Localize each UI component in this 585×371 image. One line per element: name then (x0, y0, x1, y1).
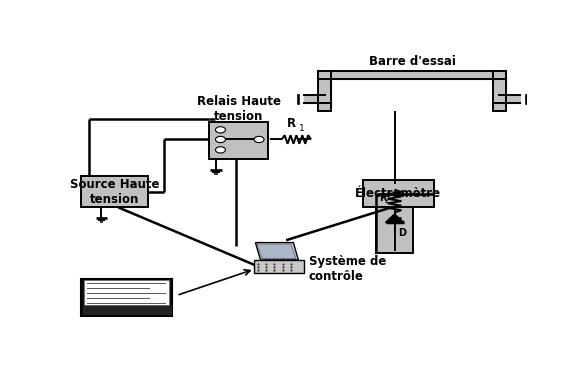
Text: Source Haute
tension: Source Haute tension (70, 178, 160, 206)
Text: R: R (287, 117, 297, 130)
FancyBboxPatch shape (493, 70, 505, 79)
FancyBboxPatch shape (81, 279, 172, 316)
Text: 1: 1 (299, 124, 304, 132)
FancyBboxPatch shape (84, 279, 169, 305)
Circle shape (254, 136, 264, 142)
Text: D: D (398, 228, 406, 238)
Polygon shape (256, 243, 298, 260)
FancyBboxPatch shape (318, 70, 331, 79)
Text: Système de
contrôle: Système de contrôle (309, 255, 386, 283)
FancyBboxPatch shape (81, 176, 149, 207)
FancyBboxPatch shape (254, 260, 304, 273)
Polygon shape (386, 214, 404, 223)
Text: R: R (378, 193, 386, 203)
FancyBboxPatch shape (209, 122, 268, 159)
FancyBboxPatch shape (493, 104, 505, 111)
FancyBboxPatch shape (318, 104, 331, 111)
Circle shape (215, 127, 225, 133)
Text: Barre d'essai: Barre d'essai (369, 55, 456, 68)
FancyBboxPatch shape (363, 180, 433, 207)
Text: Électromètre: Électromètre (355, 187, 442, 200)
Text: 2: 2 (384, 196, 389, 205)
Polygon shape (257, 244, 296, 259)
Text: Relais Haute
tension: Relais Haute tension (197, 95, 281, 122)
Circle shape (215, 136, 225, 142)
Circle shape (215, 147, 225, 153)
FancyBboxPatch shape (376, 184, 413, 253)
